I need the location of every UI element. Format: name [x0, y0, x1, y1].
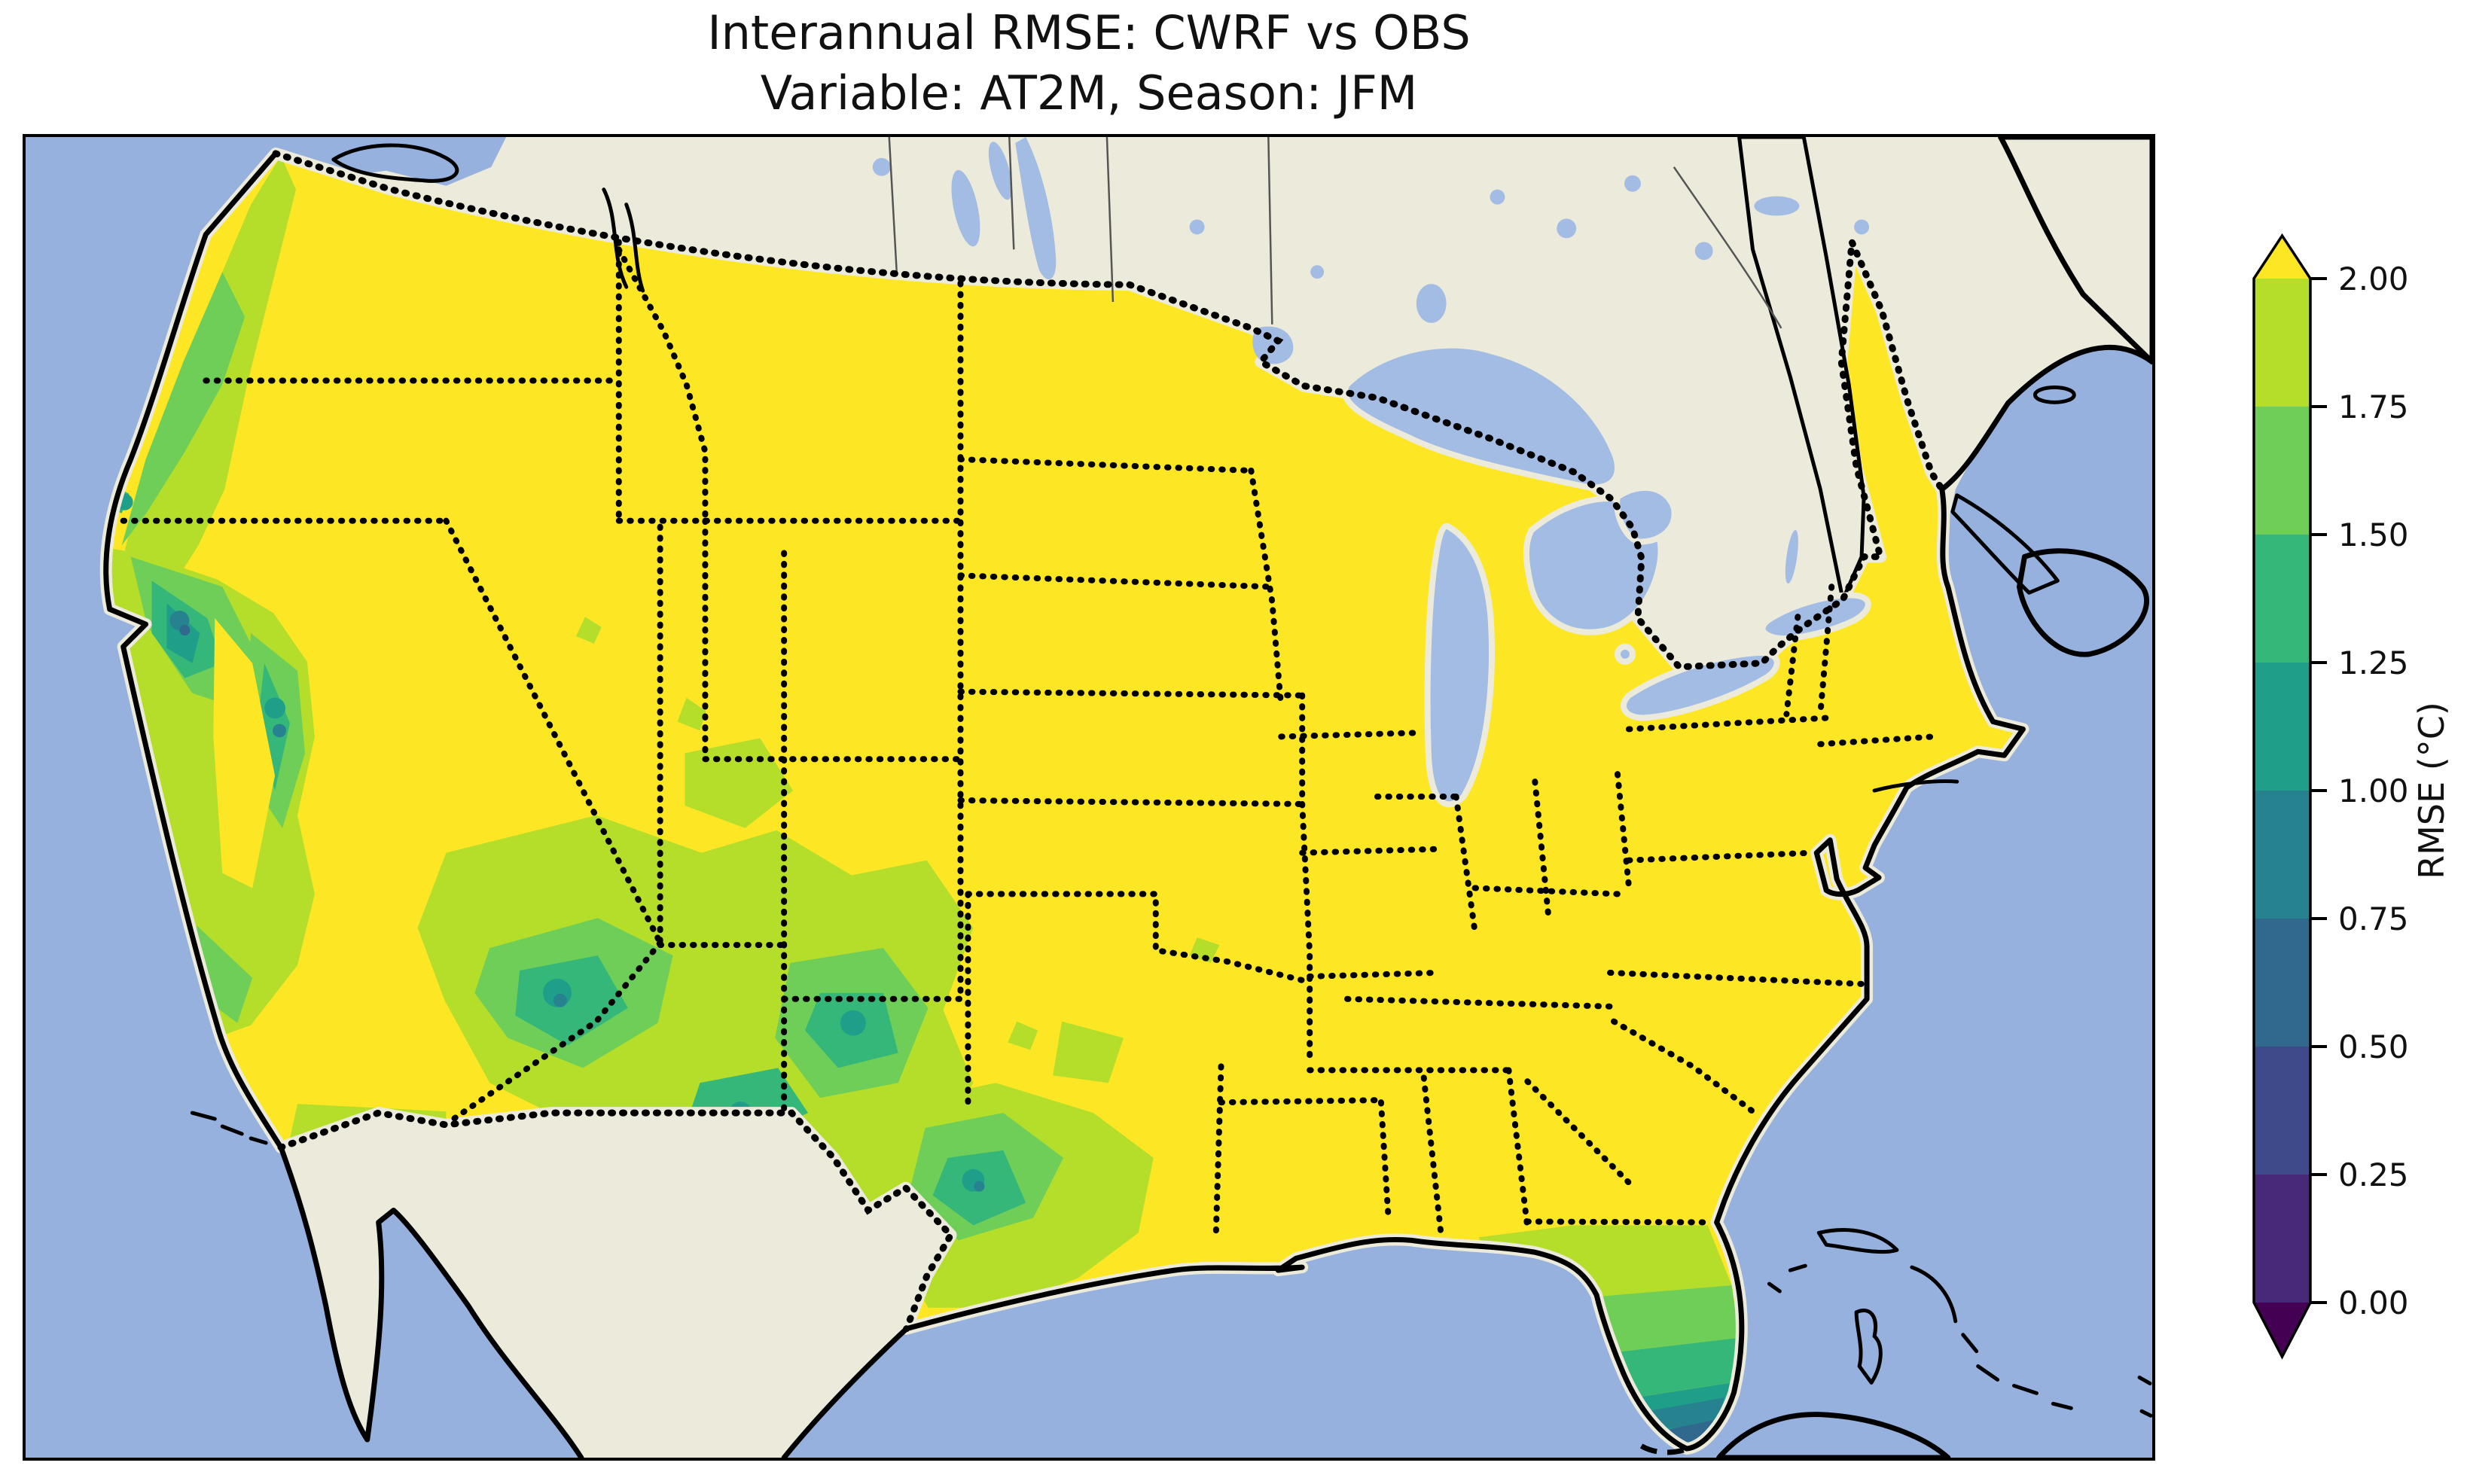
figure-title-line1: Interannual RMSE: CWRF vs OBS — [707, 5, 1471, 60]
great-lakes — [1342, 342, 1871, 808]
cuba — [1716, 1412, 1951, 1458]
central-valley-high-rmse — [213, 618, 276, 888]
coastlines — [103, 151, 2152, 1458]
tick-0.00: 0.00 — [2338, 1284, 2409, 1321]
map-axes — [23, 134, 2155, 1461]
colorbar-seg-0.25-0.50 — [2254, 1047, 2310, 1175]
st-lawrence-river — [1737, 137, 1866, 602]
lake-winnipeg — [1015, 137, 1057, 280]
channel-islands — [190, 1111, 268, 1145]
tick-1.50: 1.50 — [2338, 517, 2409, 553]
nova-scotia — [2017, 548, 2149, 657]
tick-1.75: 1.75 — [2338, 389, 2409, 425]
colorbar-seg-0.75-1.00 — [2254, 791, 2310, 919]
lake-champlain — [1785, 529, 1798, 584]
vancouver-island — [331, 143, 459, 183]
province-borders — [888, 137, 1782, 329]
us-canada-border — [272, 150, 1946, 671]
lac-st-jean — [1754, 196, 1800, 216]
colorbar: 2.00 1.75 1.50 1.25 1.00 0.75 0.50 0.25 … — [2229, 218, 2467, 1393]
lake-michigan — [1424, 523, 1495, 808]
bay-of-fundy — [1950, 493, 2060, 595]
gulf-of-st-lawrence — [1998, 137, 2152, 365]
colorbar-seg-0.00-0.25 — [2254, 1175, 2310, 1303]
colorbar-seg-1.00-1.25 — [2254, 663, 2310, 791]
lake-superior — [1342, 342, 1621, 491]
figure-title: Interannual RMSE: CWRF vs OBS Variable: … — [23, 3, 2155, 123]
tick-0.50: 0.50 — [2338, 1028, 2409, 1065]
colorbar-seg-1.25-1.50 — [2254, 535, 2310, 663]
colorbar-over-arrow — [2254, 236, 2310, 279]
tick-1.00: 1.00 — [2338, 772, 2409, 809]
long-island — [1872, 779, 1959, 793]
colorbar-svg: 2.00 1.75 1.50 1.25 1.00 0.75 0.50 0.25 … — [2252, 233, 2452, 1360]
rmse-contour-patches — [105, 155, 1740, 1448]
georgian-bay — [1614, 484, 1678, 545]
colorbar-tick-labels: 2.00 1.75 1.50 1.25 1.00 0.75 0.50 0.25 … — [2338, 261, 2409, 1321]
florida-keys — [1634, 1440, 1685, 1455]
puget-sound — [602, 187, 645, 293]
state-borders — [120, 239, 1936, 1242]
colorbar-seg-0.50-0.75 — [2254, 919, 2310, 1047]
tick-0.25: 0.25 — [2338, 1156, 2409, 1193]
colorbar-seg-1.50-1.75 — [2254, 407, 2310, 535]
tick-2.00: 2.00 — [2338, 261, 2409, 297]
tick-0.75: 0.75 — [2338, 900, 2409, 937]
colorbar-ticks — [2310, 277, 2327, 1304]
colorbar-axis-label: RMSE (°C) — [2411, 702, 2452, 879]
colorbar-seg-1.75-2.00 — [2254, 279, 2310, 407]
bahamas-cuba — [1634, 1228, 2152, 1458]
lake-erie — [1620, 649, 1780, 721]
conus-rmse-map — [26, 137, 2152, 1458]
us-mexico-border — [277, 1109, 956, 1333]
prince-edward-island — [2032, 385, 2076, 404]
lake-st-clair — [1615, 643, 1636, 665]
tick-1.25: 1.25 — [2338, 644, 2409, 681]
colorbar-under-arrow — [2254, 1303, 2310, 1357]
figure-title-line2: Variable: AT2M, Season: JFM — [760, 66, 1418, 120]
lake-nipigon — [1416, 284, 1447, 323]
